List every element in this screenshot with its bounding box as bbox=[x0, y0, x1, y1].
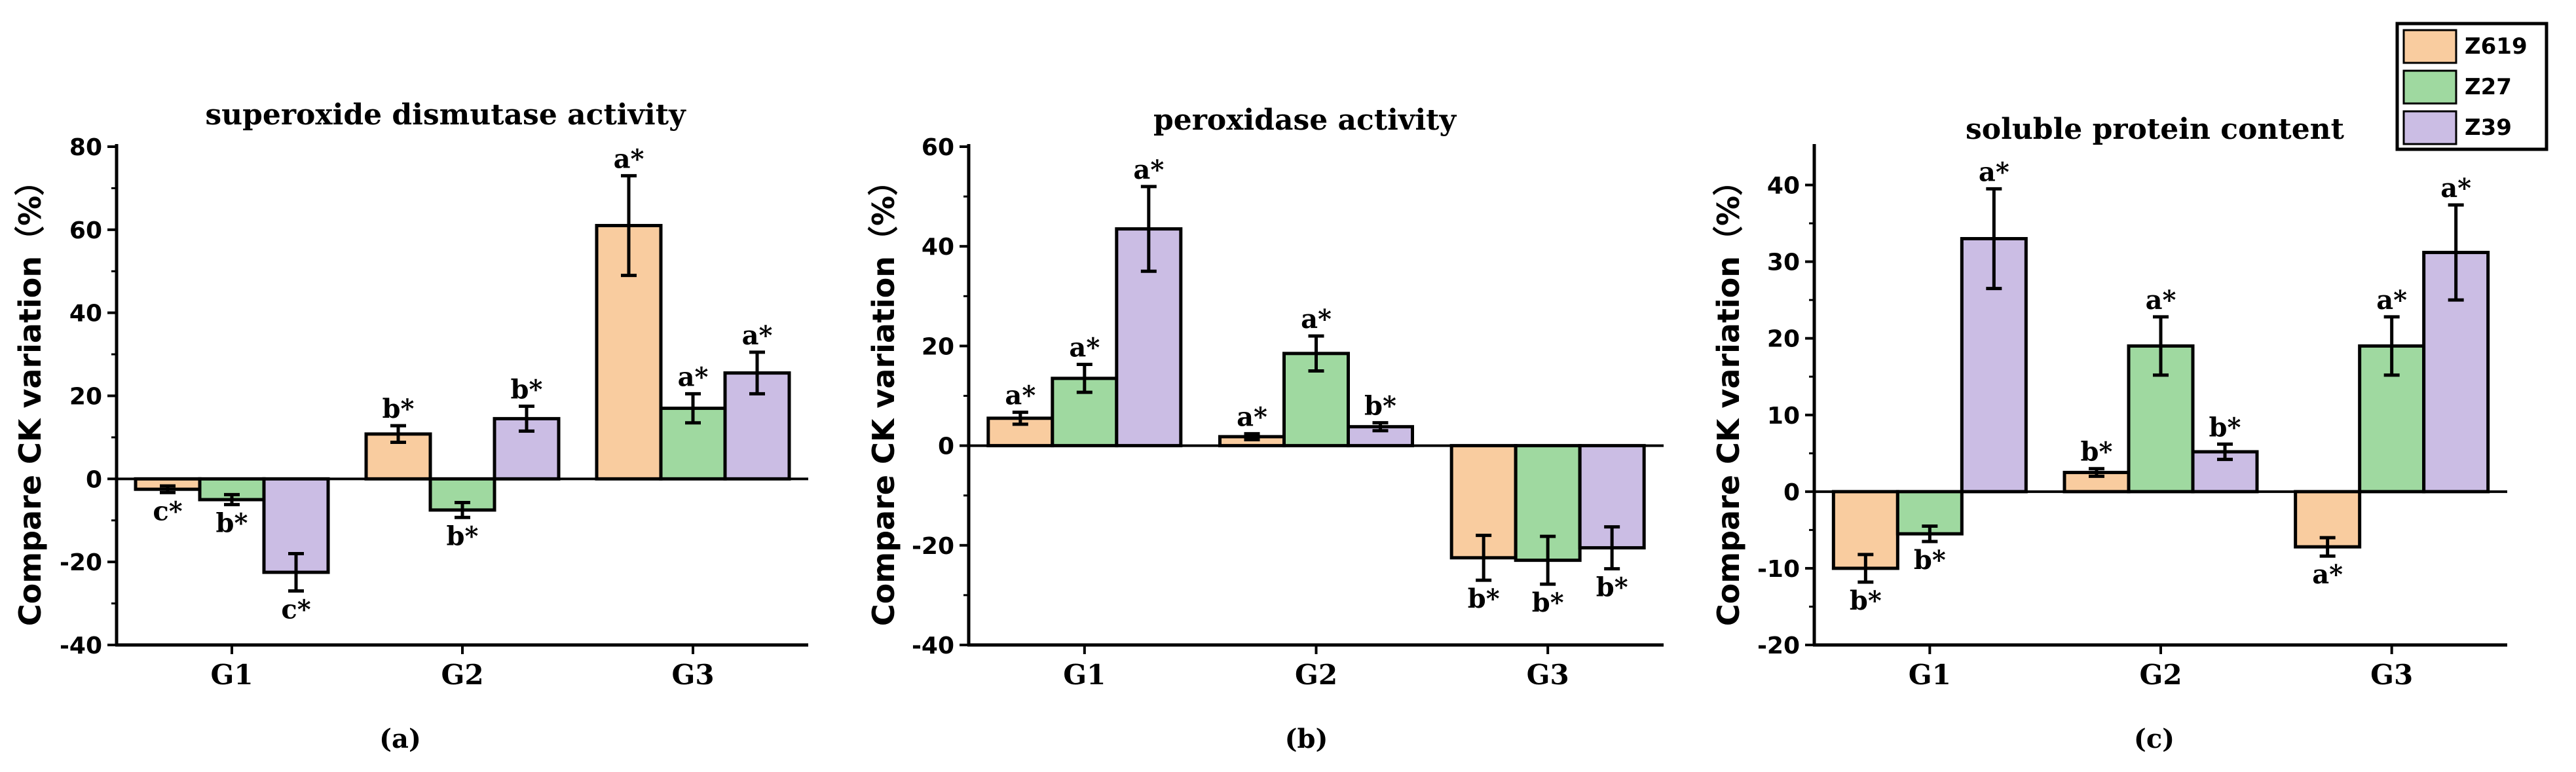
y-tick-label: -20 bbox=[60, 549, 102, 576]
x-tick-label: G2 bbox=[1295, 659, 1337, 691]
significance-label: a* bbox=[614, 143, 644, 174]
y-axis-label: Compare CK variation（%） bbox=[866, 166, 901, 626]
y-tick-label: 20 bbox=[69, 384, 102, 411]
significance-label: a* bbox=[2312, 559, 2343, 590]
y-tick-label: -20 bbox=[1757, 633, 1800, 659]
significance-label: b* bbox=[1364, 391, 1396, 422]
y-axis-label: Compare CK variation（%） bbox=[1711, 166, 1746, 626]
significance-label: b* bbox=[2081, 437, 2113, 468]
chart-title: peroxidase activity bbox=[1153, 103, 1457, 137]
legend: Z619 Z27 Z39 bbox=[2395, 22, 2548, 151]
legend-swatch-z619 bbox=[2402, 29, 2457, 64]
significance-label: a* bbox=[1301, 304, 1332, 335]
chart-panels: superoxide dismutase activity Compare CK … bbox=[12, 98, 2507, 754]
y-tick-label: 20 bbox=[1767, 326, 1800, 353]
x-tick-label: G3 bbox=[1527, 659, 1569, 691]
y-tick-label: 30 bbox=[1767, 249, 1800, 276]
y-tick-label: 80 bbox=[69, 134, 102, 161]
significance-label: a* bbox=[1979, 156, 2009, 187]
significance-label: b* bbox=[447, 521, 479, 551]
significance-label: b* bbox=[1596, 572, 1628, 603]
legend-label-z619: Z619 bbox=[2465, 33, 2528, 60]
significance-label: a* bbox=[678, 361, 709, 392]
x-tick-label: G3 bbox=[671, 659, 714, 691]
y-tick-label: 40 bbox=[69, 301, 102, 327]
significance-label: c* bbox=[153, 496, 182, 526]
significance-label: a* bbox=[2146, 285, 2176, 316]
significance-label: a* bbox=[1237, 401, 1267, 432]
significance-label: b* bbox=[383, 394, 415, 424]
x-tick-label: G3 bbox=[2370, 659, 2413, 691]
chart-title: soluble protein content bbox=[1966, 113, 2345, 146]
y-tick-label: 40 bbox=[922, 234, 954, 261]
significance-label: c* bbox=[281, 595, 310, 625]
significance-label: a* bbox=[1133, 155, 1164, 185]
y-tick-label: -10 bbox=[1757, 556, 1800, 583]
y-tick-label: 10 bbox=[1767, 403, 1800, 430]
y-tick-label: 0 bbox=[938, 433, 954, 460]
y-tick-label: -40 bbox=[60, 633, 102, 659]
y-tick-label: 60 bbox=[922, 134, 954, 161]
significance-label: a* bbox=[1005, 380, 1036, 411]
significance-label: b* bbox=[1914, 545, 1946, 576]
y-tick-label: 0 bbox=[1783, 479, 1800, 506]
x-tick-label: G2 bbox=[441, 659, 483, 691]
significance-label: a* bbox=[742, 320, 773, 351]
chart-panel-3: soluble protein content Compare CK variat… bbox=[1711, 113, 2507, 754]
panel-label: (c) bbox=[2134, 724, 2175, 754]
x-tick-label: G1 bbox=[1063, 659, 1106, 691]
legend-swatch-z27 bbox=[2402, 69, 2457, 105]
chart-title: superoxide dismutase activity bbox=[205, 98, 686, 132]
y-tick-label: 0 bbox=[86, 466, 102, 493]
chart-panel-2: peroxidase activity Compare CK variation（… bbox=[866, 103, 1664, 754]
y-tick-label: -40 bbox=[912, 633, 954, 659]
y-tick-label: 20 bbox=[922, 333, 954, 360]
significance-label: a* bbox=[2376, 285, 2407, 316]
y-axis-label: Compare CK variation（%） bbox=[12, 166, 48, 626]
y-tick-label: -20 bbox=[912, 533, 954, 560]
significance-label: a* bbox=[2440, 173, 2471, 204]
significance-label: a* bbox=[1069, 333, 1100, 363]
x-tick-label: G2 bbox=[2139, 659, 2182, 691]
x-tick-label: G1 bbox=[1909, 659, 1951, 691]
significance-label: b* bbox=[1468, 583, 1500, 614]
x-tick-label: G1 bbox=[210, 659, 253, 691]
legend-label-z39: Z39 bbox=[2465, 115, 2512, 141]
significance-label: b* bbox=[1532, 587, 1564, 618]
panel-label: (b) bbox=[1285, 724, 1328, 754]
significance-label: b* bbox=[2209, 412, 2241, 443]
y-tick-label: 60 bbox=[69, 217, 102, 244]
significance-label: b* bbox=[511, 374, 543, 405]
significance-label: b* bbox=[1850, 585, 1882, 616]
y-tick-label: 40 bbox=[1767, 173, 1800, 200]
legend-swatch-z39 bbox=[2402, 110, 2457, 145]
legend-label-z27: Z27 bbox=[2465, 74, 2512, 100]
chart-panel-1: superoxide dismutase activity Compare CK … bbox=[12, 98, 808, 754]
panel-label: (a) bbox=[379, 724, 421, 754]
significance-label: b* bbox=[216, 508, 248, 539]
